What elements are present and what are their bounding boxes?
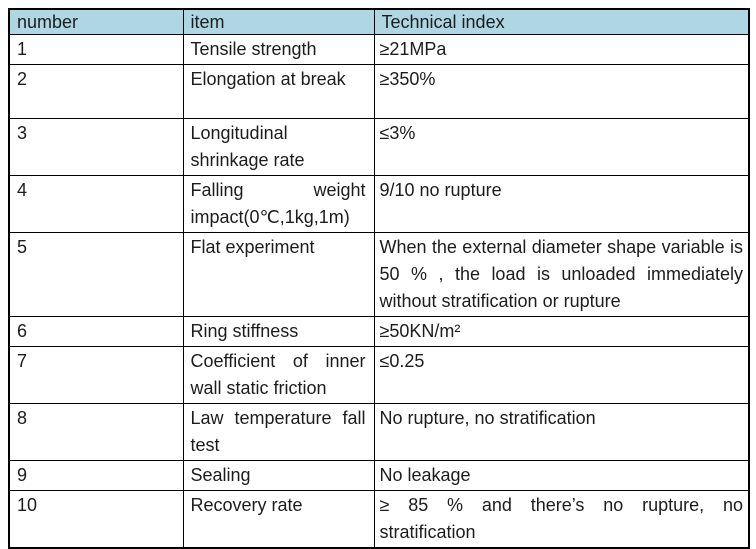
cell-technical-index: When the external diameter shape variabl…: [373, 232, 750, 317]
table-row: 1 Tensile strength ≥21MPa: [8, 34, 750, 65]
cell-item: Flat experiment: [182, 232, 375, 317]
column-header-item: item: [182, 8, 375, 35]
cell-number: 4: [8, 175, 184, 233]
cell-item: Ring stiffness: [182, 316, 375, 347]
table-row: 4 Falling weight impact(0℃,1kg,1m) 9/10 …: [8, 175, 750, 233]
cell-item: Law temperature fall test: [182, 403, 375, 461]
cell-technical-index: ≥21MPa: [373, 34, 750, 65]
cell-number: 10: [8, 490, 184, 549]
cell-number: 5: [8, 232, 184, 317]
cell-technical-index: ≥ 85 % and there’s no rupture, no strati…: [373, 490, 750, 549]
cell-number: 7: [8, 346, 184, 404]
cell-technical-index: No leakage: [373, 460, 750, 491]
cell-item: Falling weight impact(0℃,1kg,1m): [182, 175, 375, 233]
cell-number: 8: [8, 403, 184, 461]
table-body: 1 Tensile strength ≥21MPa 2 Elongation a…: [8, 34, 750, 549]
cell-technical-index: No rupture, no stratification: [373, 403, 750, 461]
table-header: number item Technical index: [8, 8, 750, 35]
cell-number: 2: [8, 64, 184, 119]
table-row: 7 Coefficient of inner wall static frict…: [8, 346, 750, 404]
cell-number: 9: [8, 460, 184, 491]
cell-number: 3: [8, 118, 184, 176]
cell-item: Sealing: [182, 460, 375, 491]
cell-number: 1: [8, 34, 184, 65]
cell-technical-index: ≤3%: [373, 118, 750, 176]
cell-number: 6: [8, 316, 184, 347]
cell-item: Coefficient of inner wall static frictio…: [182, 346, 375, 404]
cell-item: Longitudinal shrinkage rate: [182, 118, 375, 176]
spec-table: number item Technical index 1 Tensile st…: [8, 8, 750, 549]
cell-technical-index: 9/10 no rupture: [373, 175, 750, 233]
table-row: 3 Longitudinal shrinkage rate ≤3%: [8, 118, 750, 176]
column-header-number: number: [8, 8, 184, 35]
table-row: 2 Elongation at break ≥350%: [8, 64, 750, 119]
cell-technical-index: ≤0.25: [373, 346, 750, 404]
cell-technical-index: ≥350%: [373, 64, 750, 119]
cell-item: Recovery rate: [182, 490, 375, 549]
table-row: 10 Recovery rate ≥ 85 % and there’s no r…: [8, 490, 750, 549]
column-header-technical-index: Technical index: [373, 8, 750, 35]
table-row: 9 Sealing No leakage: [8, 460, 750, 491]
cell-item: Elongation at break: [182, 64, 375, 119]
table-row: 8 Law temperature fall test No rupture, …: [8, 403, 750, 461]
table-row: 5 Flat experiment When the external diam…: [8, 232, 750, 317]
table-row: 6 Ring stiffness ≥50KN/m²: [8, 316, 750, 347]
cell-item: Tensile strength: [182, 34, 375, 65]
header-row: number item Technical index: [8, 8, 750, 35]
cell-technical-index: ≥50KN/m²: [373, 316, 750, 347]
